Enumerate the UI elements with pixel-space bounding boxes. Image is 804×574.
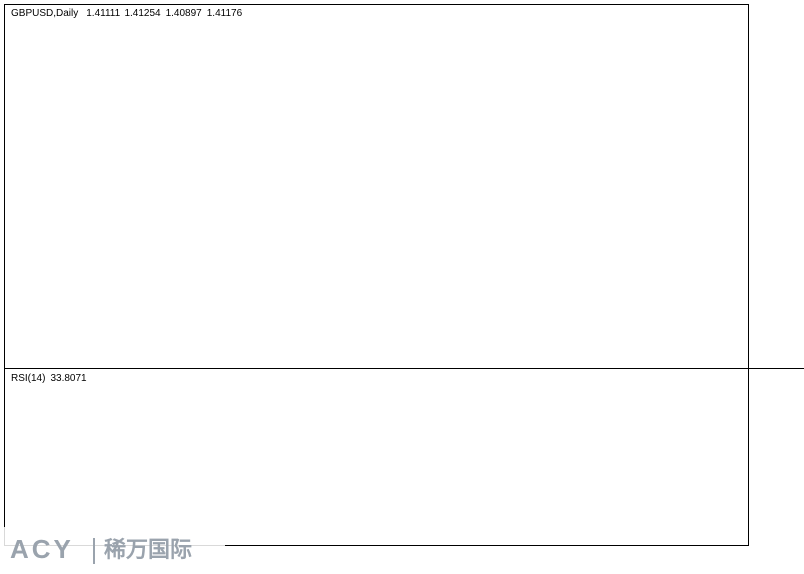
- watermark: ACY 稀万国际: [0, 527, 225, 574]
- last-high: 1.41254: [124, 8, 161, 19]
- rsi-last: 33.8071: [50, 373, 87, 384]
- watermark-cn: 稀万国际: [104, 537, 192, 562]
- watermark-logo: ACY: [10, 534, 74, 564]
- last-low: 1.40897: [166, 8, 203, 19]
- rsi-title: RSI(14): [11, 373, 45, 384]
- chart-header: GBPUSD,Daily 1.41111 1.41254 1.40897 1.41176: [11, 8, 243, 19]
- watermark-bg: [0, 527, 225, 574]
- last-open: 1.41111: [86, 8, 120, 19]
- chart-title: GBPUSD,Daily: [11, 8, 78, 19]
- last-close: 1.41176: [207, 8, 243, 19]
- rsi-header: RSI(14) 33.8071: [11, 373, 87, 384]
